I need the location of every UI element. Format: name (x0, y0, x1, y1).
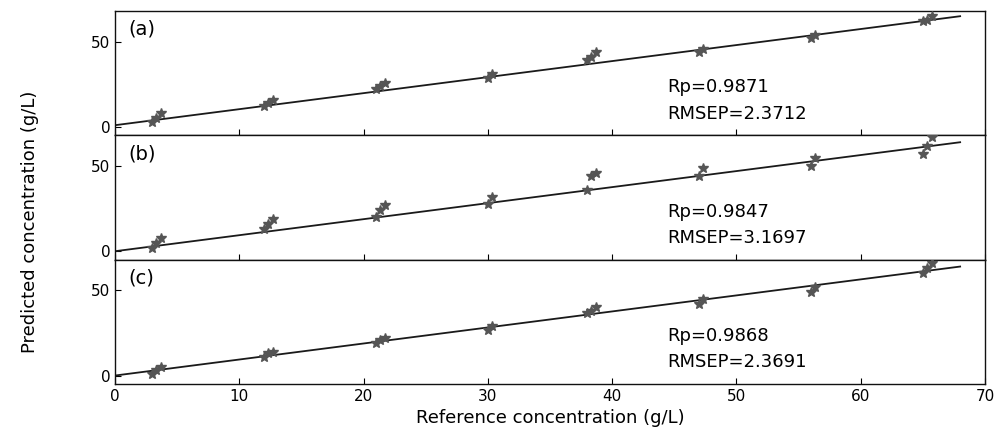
Text: Rp=0.9847
RMSEP=3.1697: Rp=0.9847 RMSEP=3.1697 (667, 203, 807, 247)
Text: (b): (b) (128, 144, 156, 163)
X-axis label: Reference concentration (g/L): Reference concentration (g/L) (416, 409, 684, 428)
Text: Predicted concentration (g/L): Predicted concentration (g/L) (21, 91, 39, 353)
Text: (a): (a) (128, 20, 155, 39)
Text: Rp=0.9871
RMSEP=2.3712: Rp=0.9871 RMSEP=2.3712 (667, 79, 807, 123)
Text: (c): (c) (128, 269, 154, 287)
Text: Rp=0.9868
RMSEP=2.3691: Rp=0.9868 RMSEP=2.3691 (667, 327, 807, 372)
